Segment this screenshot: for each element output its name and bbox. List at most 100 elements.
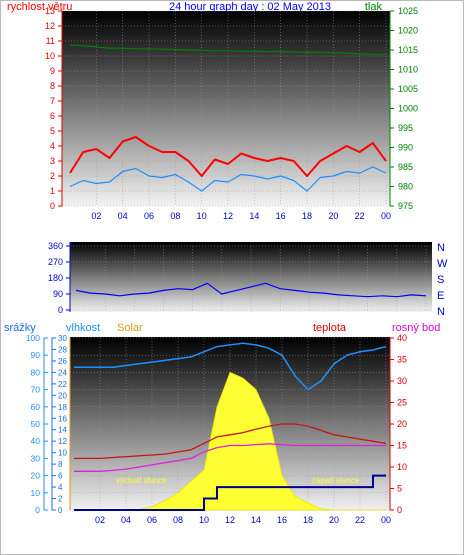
tick-label: 04	[121, 515, 131, 525]
tick-label: 08	[173, 515, 183, 525]
sunrise-annotation: východ slunce	[116, 476, 167, 485]
tick-label: 995	[398, 123, 413, 133]
tick-label: 0	[58, 305, 63, 315]
tick-label: 1025	[398, 6, 418, 16]
tick-label: 1000	[398, 104, 418, 114]
tick-label: 20	[58, 391, 67, 400]
tick-label: 30	[397, 376, 407, 386]
tick-label: 2	[50, 171, 55, 181]
tick-label: 16	[276, 211, 286, 221]
rain-axis-title: srážky	[4, 322, 36, 334]
tick-label: 12	[58, 437, 67, 446]
tick-label: 975	[398, 201, 413, 211]
tick-label: 20	[329, 515, 339, 525]
tick-label: 40	[31, 436, 41, 446]
series-line	[69, 136, 387, 177]
right-axis-title: tlak	[365, 1, 383, 13]
tick-label: 6	[58, 472, 63, 481]
tick-label: 12	[225, 515, 235, 525]
tick-label: 13	[45, 6, 55, 16]
tick-label: 11	[46, 36, 55, 46]
tick-label: 06	[144, 211, 154, 221]
tick-label: 0	[58, 506, 63, 515]
tick-label: 5	[50, 126, 55, 136]
tick-label: 14	[251, 515, 261, 525]
tick-label: 0	[50, 201, 55, 211]
series-line	[74, 474, 386, 511]
tick-label: 10	[58, 449, 67, 458]
tick-label: 22	[355, 515, 365, 525]
panel-1-x-axis: 02 04 06 08 10 12 14 16 18 20 22 00	[91, 211, 391, 221]
tick-label: 02	[91, 211, 101, 221]
temperature-axis-title: teplota	[313, 322, 347, 334]
tick-label: 30	[58, 334, 67, 343]
tick-label: 6	[50, 111, 55, 121]
tick-label: 90	[53, 289, 63, 299]
tick-label: 1020	[398, 26, 418, 36]
tick-label: 20	[397, 419, 407, 429]
tick-label: 1010	[398, 65, 418, 75]
chart-title: 24 hour graph day : 02 May 2013	[169, 1, 331, 13]
tick-label: 10	[197, 211, 207, 221]
tick-label: 1	[50, 186, 55, 196]
tick-label: 18	[302, 211, 312, 221]
tick-label: 30	[31, 453, 41, 463]
tick-label: 14	[249, 211, 259, 221]
tick-label: 10	[397, 462, 407, 472]
tick-label: 0	[397, 505, 402, 515]
tick-label: 22	[58, 380, 67, 389]
tick-label: 9	[50, 66, 55, 76]
tick-label: 20	[328, 211, 338, 221]
compass-label: W	[437, 258, 448, 270]
panel-1-plot	[62, 11, 390, 206]
tick-label: 180	[48, 273, 63, 283]
tick-label: 60	[31, 402, 41, 412]
tick-label: 360	[48, 241, 63, 251]
compass-label: S	[437, 274, 444, 286]
tick-label: 0	[35, 505, 40, 515]
tick-label: 985	[398, 162, 413, 172]
tick-label: 990	[398, 143, 413, 153]
tick-label: 270	[48, 257, 63, 267]
wind-direction-axis: 0 90 180 270 360	[48, 241, 71, 315]
tick-label: 50	[31, 419, 41, 429]
tick-label: 90	[31, 350, 41, 360]
tick-label: 8	[58, 460, 63, 469]
tick-label: 2	[58, 495, 63, 504]
pressure-axis: 975 980 985 990 995 1000 1005 1010 1015 1020 1025	[389, 6, 418, 211]
temperature-axis: 0 5 10 15 20 25 30 35 40	[389, 333, 407, 515]
compass-label: N	[437, 306, 445, 318]
solar-axis-title: Solar	[117, 322, 143, 334]
tick-label: 980	[398, 182, 413, 192]
tick-label: 20	[31, 471, 41, 481]
tick-label: 25	[397, 398, 407, 408]
tick-label: 4	[50, 141, 55, 151]
tick-label: 70	[31, 385, 41, 395]
tick-label: 3	[50, 156, 55, 166]
tick-label: 12	[45, 21, 55, 31]
panel-3-x-axis: 02 04 06 08 10 12 14 16 18 20 22 00	[95, 515, 391, 525]
tick-label: 02	[95, 515, 105, 525]
tick-label: 1015	[398, 45, 418, 55]
series-line	[69, 44, 387, 56]
tick-label: 80	[31, 367, 41, 377]
series-line	[75, 282, 427, 298]
tick-label: 100	[26, 333, 40, 343]
tick-label: 08	[170, 211, 180, 221]
tick-label: 10	[45, 51, 55, 61]
tick-label: 10	[199, 515, 209, 525]
humidity-axis-title: vlhkost	[66, 322, 100, 334]
humidity-axis: 0 10 20 30 40 50 60 70 80 90 100	[26, 333, 48, 515]
tick-label: 18	[58, 403, 67, 412]
tick-label: 12	[223, 211, 233, 221]
tick-label: 24	[58, 368, 67, 377]
tick-label: 16	[277, 515, 287, 525]
tick-label: 35	[397, 355, 407, 365]
tick-label: 18	[303, 515, 313, 525]
tick-label: 15	[397, 441, 407, 451]
compass-label: E	[437, 290, 444, 302]
tick-label: 00	[381, 515, 391, 525]
